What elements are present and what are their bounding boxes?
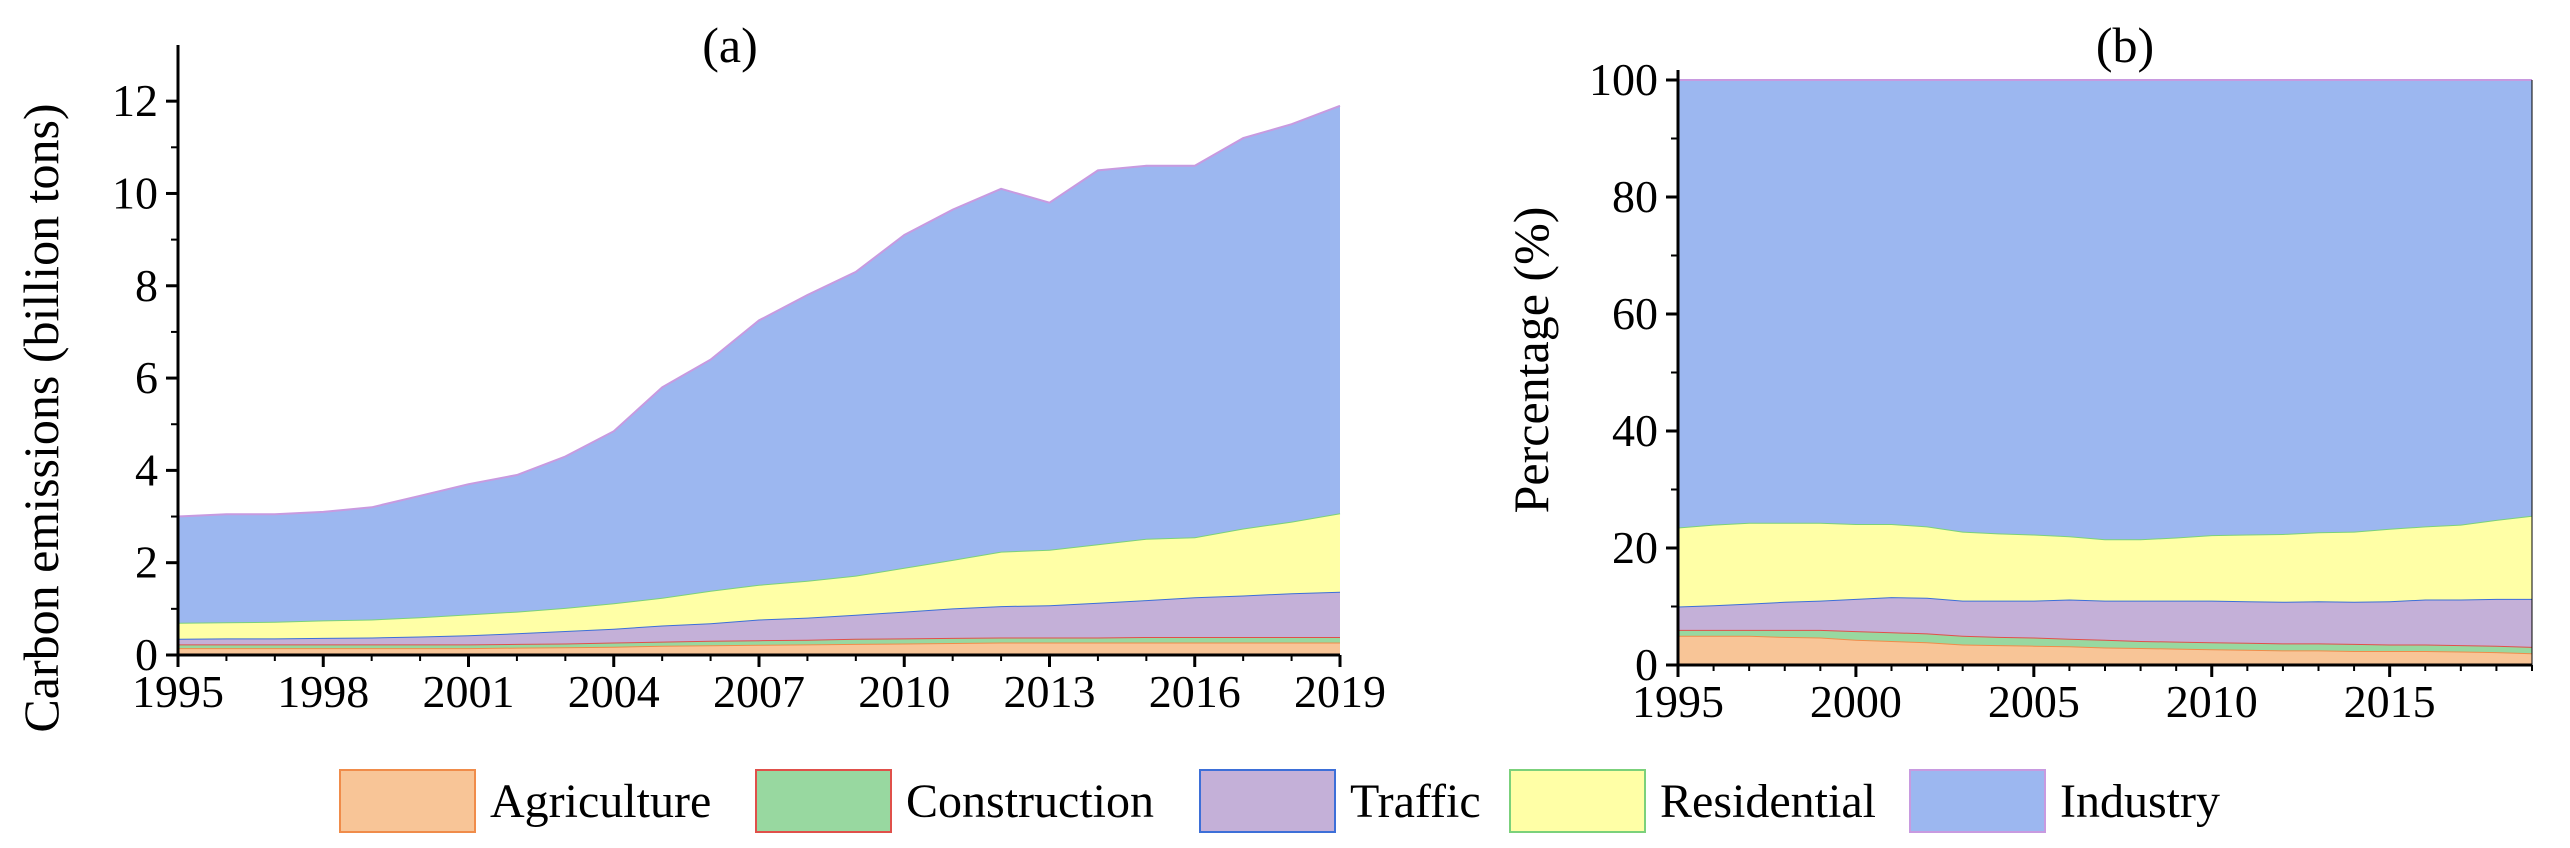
panel-a-y-axis-label: Carbon emissions (billion tons)	[13, 103, 69, 732]
legend-label-traffic: Traffic	[1350, 775, 1481, 828]
area-residential-panel-b	[1678, 515, 2532, 607]
y-tick-label: 0	[135, 629, 158, 680]
x-tick-label: 1995	[132, 666, 224, 717]
x-tick-label: 2013	[1004, 666, 1096, 717]
x-tick-label: 2001	[423, 666, 515, 717]
y-tick-label: 12	[112, 75, 158, 126]
area-industry-panel-b	[1678, 80, 2532, 540]
area-industry-panel-a	[178, 105, 1340, 623]
panel-a-y-ticks: 0 2 4 6 8 10 12	[112, 75, 178, 680]
legend-label-agriculture: Agriculture	[490, 775, 711, 828]
x-tick-label: 2015	[2344, 676, 2436, 727]
legend-label-residential: Residential	[1660, 775, 1876, 828]
x-tick-label: 2010	[858, 666, 950, 717]
x-tick-label: 2005	[1988, 676, 2080, 727]
area-agriculture-panel-b	[1678, 635, 2532, 665]
area-construction-panel-b	[1678, 629, 2532, 654]
x-tick-label: 1995	[1632, 676, 1724, 727]
area-edge-industry-panel-a	[177, 104, 1341, 518]
x-tick-label: 2019	[1294, 666, 1386, 717]
area-agriculture-panel-a	[178, 642, 1340, 655]
legend-item-residential: Residential	[1509, 769, 1876, 833]
legend-swatch-residential	[1509, 769, 1646, 833]
y-tick-label: 10	[112, 167, 158, 218]
panel-b-areas	[1677, 79, 2533, 665]
y-tick-label: 40	[1612, 405, 1658, 456]
panel-b-title: (b)	[2096, 17, 2154, 73]
y-tick-label: 60	[1612, 288, 1658, 339]
area-traffic-panel-a	[178, 591, 1340, 645]
y-tick-label: 6	[135, 352, 158, 403]
y-tick-label: 100	[1589, 54, 1658, 105]
x-tick-label: 2000	[1810, 676, 1902, 727]
x-tick-label: 1998	[277, 666, 369, 717]
panel-b-y-ticks: 0 20 40 60 80 100	[1589, 54, 1678, 690]
panel-b-y-axis-label: Percentage (%)	[1503, 207, 1559, 514]
legend-item-industry: Industry	[1909, 769, 2220, 833]
y-tick-label: 0	[1635, 639, 1658, 690]
area-traffic-panel-b	[1678, 597, 2532, 647]
panel-a-x-ticks: 1995 1998 2001 2004 2007 2010 2013 2016 2019	[132, 655, 1386, 717]
legend: Agriculture Construction Traffic Residentia…	[339, 769, 2220, 833]
x-tick-label: 2004	[568, 666, 660, 717]
y-tick-label: 80	[1612, 171, 1658, 222]
panel-a-title: (a)	[702, 17, 758, 73]
x-tick-label: 2010	[2166, 676, 2258, 727]
y-tick-label: 8	[135, 260, 158, 311]
legend-swatch-construction	[755, 769, 892, 833]
legend-label-industry: Industry	[2060, 775, 2220, 828]
panel-b-chart: 1995 2000 2005 2010 2015 0 20 40 60 80 100 (b) Pe…	[1503, 17, 2533, 727]
legend-item-construction: Construction	[755, 769, 1154, 833]
legend-item-agriculture: Agriculture	[339, 769, 711, 833]
panel-b-x-ticks: 1995 2000 2005 2010 2015	[1632, 665, 2533, 727]
y-tick-label: 2	[135, 537, 158, 588]
legend-swatch-traffic	[1199, 769, 1336, 833]
y-tick-label: 20	[1612, 522, 1658, 573]
legend-swatch-agriculture	[339, 769, 476, 833]
panel-a-areas	[177, 104, 1341, 655]
y-tick-label: 4	[135, 444, 158, 495]
x-tick-label: 2016	[1149, 666, 1241, 717]
x-tick-label: 2007	[713, 666, 805, 717]
legend-swatch-industry	[1909, 769, 2046, 833]
area-residential-panel-a	[178, 513, 1340, 639]
panel-a-chart: 1995 1998 2001 2004 2007 2010 2013 2016 2019 0 2 4…	[13, 17, 1386, 733]
legend-item-traffic: Traffic	[1199, 769, 1481, 833]
legend-label-construction: Construction	[906, 775, 1154, 828]
